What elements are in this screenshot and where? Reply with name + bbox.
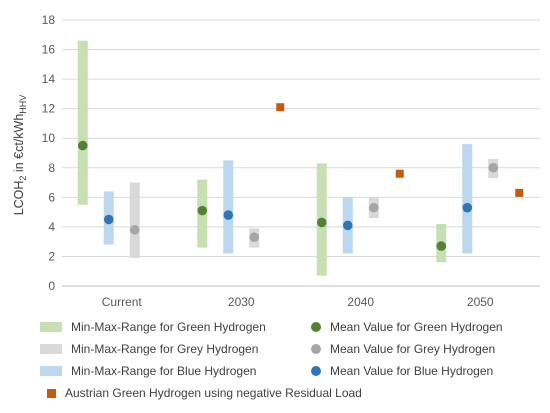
- legend-label: Mean Value for Blue Hydrogen: [330, 364, 494, 378]
- x-tick-label: Current: [102, 295, 143, 309]
- x-tick-label: 2040: [347, 295, 374, 309]
- austrian-point: [515, 188, 524, 197]
- y-tick-label: 0: [48, 279, 55, 293]
- legend-item-grey-range: Min-Max-Range for Grey Hydrogen: [40, 342, 258, 356]
- blue-mean-swatch: [311, 366, 321, 376]
- x-tick-labels: Current 2030 2040 2050: [102, 295, 494, 309]
- legend-item-grey-mean: Mean Value for Grey Hydrogen: [305, 342, 495, 356]
- mean-point: [436, 241, 447, 251]
- x-tick-label: 2030: [228, 295, 255, 309]
- mean-point: [462, 202, 473, 213]
- range-bar: [77, 40, 88, 205]
- chart: 0 2 4 6 8 10 12 14 16 18 Current 2030 2040 2050 LCOH…: [12, 13, 540, 309]
- range-bar: [462, 144, 473, 254]
- austrian-point: [276, 103, 285, 112]
- green-mean-swatch: [311, 322, 321, 332]
- y-tick-label: 2: [48, 249, 55, 263]
- legend-label: Min-Max-Range for Green Hydrogen: [71, 320, 266, 334]
- legend-label: Min-Max-Range for Grey Hydrogen: [71, 342, 259, 356]
- mean-point: [488, 162, 499, 173]
- legend-item-blue-mean: Mean Value for Blue Hydrogen: [305, 364, 493, 378]
- blue-range-swatch: [40, 366, 62, 376]
- mean-point: [129, 225, 140, 235]
- mean-point: [249, 232, 260, 243]
- mean-markers: [77, 103, 524, 251]
- y-tick-label: 4: [48, 220, 55, 234]
- grey-range-swatch: [40, 344, 62, 354]
- y-tick-label: 10: [42, 131, 56, 145]
- legend: Min-Max-Range for Green Hydrogen Mean Va…: [0, 312, 550, 412]
- legend-label: Min-Max-Range for Blue Hydrogen: [71, 364, 257, 378]
- legend-item-green-mean: Mean Value for Green Hydrogen: [305, 320, 503, 334]
- grey-mean-swatch: [311, 344, 321, 354]
- legend-item-austrian: Austrian Green Hydrogen using negative R…: [40, 386, 362, 400]
- range-bar: [223, 160, 234, 254]
- y-tick-label: 12: [42, 102, 56, 116]
- y-tick-label: 14: [42, 72, 56, 86]
- austrian-swatch: [47, 388, 56, 398]
- y-tick-label: 6: [48, 190, 55, 204]
- legend-item-green-range: Min-Max-Range for Green Hydrogen: [40, 320, 266, 334]
- legend-item-blue-range: Min-Max-Range for Blue Hydrogen: [40, 364, 256, 378]
- mean-point: [77, 140, 88, 151]
- mean-point: [103, 214, 114, 225]
- mean-point: [197, 205, 208, 216]
- legend-label: Austrian Green Hydrogen using negative R…: [65, 386, 362, 400]
- mean-point: [223, 210, 234, 220]
- austrian-point: [395, 169, 404, 178]
- y-tick-label: 8: [48, 161, 55, 175]
- legend-label: Mean Value for Grey Hydrogen: [330, 342, 496, 356]
- y-tick-labels: 0 2 4 6 8 10 12 14 16 18: [42, 13, 56, 293]
- y-tick-label: 18: [42, 13, 56, 27]
- legend-label: Mean Value for Green Hydrogen: [330, 320, 503, 334]
- x-tick-label: 2050: [467, 295, 494, 309]
- mean-point: [368, 202, 379, 213]
- mean-point: [342, 220, 353, 231]
- gridlines: [62, 19, 540, 287]
- y-tick-label: 16: [42, 43, 56, 57]
- range-bars: [77, 40, 499, 276]
- y-axis-label: LCOH2 in €ct/kWhHHV: [12, 95, 28, 216]
- range-bar: [129, 182, 140, 258]
- mean-point: [316, 217, 327, 228]
- green-range-swatch: [40, 322, 62, 332]
